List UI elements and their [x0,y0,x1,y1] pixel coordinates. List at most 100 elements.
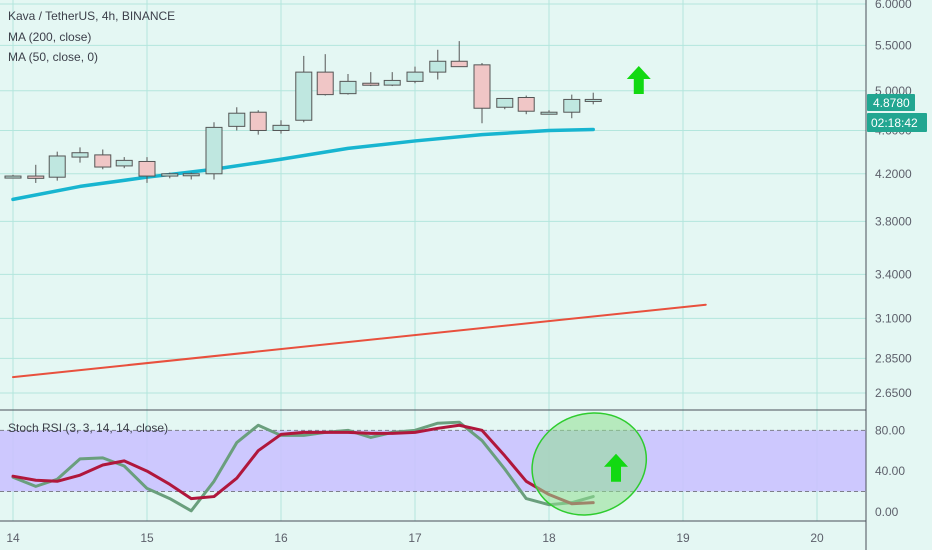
candle-body [161,173,179,177]
candle [473,63,491,124]
green-up-arrow-stoch [604,453,628,482]
candle-body [517,96,535,112]
candle-body [339,80,357,95]
ma200-legend[interactable]: MA (200, close) [8,30,92,44]
current-price-label: 4.8780 [873,96,910,110]
time-tick-label: 17 [408,531,422,545]
candle-body [228,112,246,127]
candle [71,147,89,163]
candle-body [205,126,223,175]
candle-body [71,152,89,158]
ma200-line [12,303,707,379]
candle-body [316,71,334,96]
candle [540,110,558,115]
candle-body [249,111,267,131]
stoch-rsi-legend[interactable]: Stoch RSI (3, 3, 14, 14, close) [8,421,169,435]
stoch-rsi-lines [11,420,595,513]
stoch-rsi-band [0,430,866,492]
price-tick-label: 6.0000 [875,0,912,11]
candle [4,174,22,179]
grid-lines [0,0,866,521]
candle-body [563,98,581,113]
countdown-label-bg [867,113,927,132]
candle [205,122,223,180]
green-ellipse [531,412,648,516]
candle [27,164,45,183]
candle [161,172,179,179]
annotations [531,66,651,516]
candle-body [182,173,200,177]
candle [316,54,334,96]
candle-body [496,97,514,108]
candle-body [540,111,558,115]
price-tick-label: 3.4000 [875,267,912,281]
symbol-title: Kava / TetherUS, 4h, BINANCE [8,9,176,23]
candlesticks [4,41,602,183]
stoch-tick-label: 40.00 [875,464,905,478]
candle [339,73,357,95]
stoch-k-line [11,420,595,513]
candle [228,107,246,131]
candle-body [94,154,112,168]
ma50-series [11,127,595,202]
candle [406,66,424,84]
candle-body [4,175,22,179]
candle [94,149,112,170]
time-tick-label: 18 [542,531,556,545]
candle-body [362,82,380,86]
countdown-label: 02:18:42 [871,116,918,130]
candle-body [138,160,156,177]
price-axis[interactable]: 6.00005.50005.00004.60004.20003.80003.40… [875,0,912,400]
stoch-tick-label: 80.00 [875,423,905,437]
candle [272,120,290,134]
candle-body [27,175,45,179]
candle [362,72,380,87]
candle-body [115,159,133,167]
time-tick-label: 20 [810,531,824,545]
candle [115,157,133,169]
candle [584,92,602,105]
candle-body [406,71,424,82]
price-tick-label: 3.8000 [875,214,912,228]
current-price-label-bg [867,94,915,111]
time-axis[interactable]: 14 15 16 17 18 19 20 [6,531,824,545]
price-tick-label: 2.6500 [875,386,912,400]
candle [563,94,581,119]
candle-body [48,155,66,178]
green-up-arrow-price [626,66,651,94]
time-tick-label: 19 [676,531,690,545]
price-tick-label: 3.1000 [875,311,912,325]
candle [182,172,200,180]
stoch-d-line [11,423,595,506]
candle-body [473,64,491,109]
time-tick-label: 16 [274,531,288,545]
candle [383,72,401,87]
price-labels: 4.8780 02:18:42 [867,94,927,132]
candle [48,151,66,181]
candle-body [383,79,401,86]
candle [249,110,267,135]
candle [295,55,313,123]
candle [138,157,156,183]
ma50-legend[interactable]: MA (50, close, 0) [8,50,99,64]
stoch-rsi-axis[interactable]: 0.00 40.00 80.00 [875,423,905,519]
price-tick-label: 4.2000 [875,167,912,181]
candle-body [584,98,602,102]
candle-body [429,60,447,73]
price-tick-label: 2.8500 [875,351,912,365]
time-tick-label: 14 [6,531,20,545]
candle [496,97,514,110]
candle [450,41,468,68]
candle [429,49,447,80]
time-tick-label: 15 [140,531,154,545]
stoch-rsi-band-lines [0,429,866,492]
candle-body [272,124,290,131]
candle-body [295,71,313,121]
ma200-series [12,303,707,379]
candle [517,95,535,115]
stoch-tick-label: 0.00 [875,505,899,519]
ma50-line [11,127,595,202]
candle-body [450,60,468,68]
price-tick-label: 5.5000 [875,38,912,52]
